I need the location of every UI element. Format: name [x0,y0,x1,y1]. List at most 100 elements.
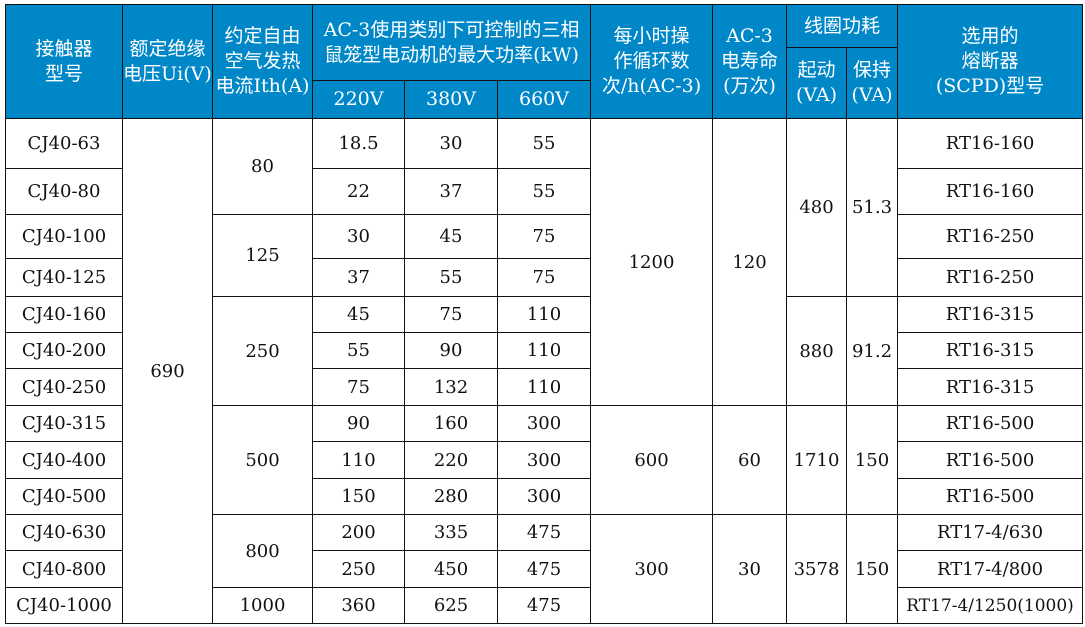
cell-hold: 51.3 [845,118,899,297]
cell-scpd: RT16-250 [897,258,1084,297]
cell-scpd: RT17-4/1250(1000) [897,587,1084,624]
table-row: CJ40-200 55 90 110 RT16-315 [5,332,1084,369]
cell-p220: 45 [312,296,405,333]
cell-model: CJ40-160 [5,296,123,333]
cell-p380: 160 [404,405,498,442]
cell-ith: 800 [212,514,313,588]
cell-hold: 150 [845,514,899,624]
cell-p660: 300 [497,441,591,479]
header-coil-start: 起动 (VA) [786,47,847,119]
cell-p380: 335 [404,514,498,551]
cell-model: CJ40-63 [5,118,123,169]
cell-scpd: RT17-4/630 [897,514,1084,551]
cell-life: 120 [712,118,787,406]
cell-p380: 90 [404,332,498,369]
cell-model: CJ40-500 [5,478,123,515]
cell-scpd: RT16-500 [897,405,1084,442]
cell-p660: 55 [497,118,591,169]
cell-ith: 1000 [212,587,313,624]
cell-p220: 55 [312,332,405,369]
cell-scpd: RT16-500 [897,441,1084,479]
cell-p380: 450 [404,550,498,588]
cell-p380: 37 [404,168,498,215]
cell-model: CJ40-1000 [5,587,123,624]
cell-scpd: RT16-250 [897,214,1084,259]
header-coil-hold: 保持 (VA) [845,47,899,119]
cell-model: CJ40-80 [5,168,123,215]
cell-hold: 91.2 [845,296,899,406]
cell-model: CJ40-100 [5,214,123,259]
table-header: 接触器 型号 额定绝缘 电压Ui(V) 约定自由 空气发热 电流Ith(A) A… [5,4,1084,119]
table-row: CJ40-160 250 45 75 110 880 91.2 RT16-315 [5,296,1084,406]
cell-p380: 55 [404,258,498,297]
table-row: CJ40-800 250 450 475 RT17-4/800 [5,550,1084,588]
header-electrical-life: AC-3 电寿命 (万次) [712,4,787,119]
cell-start: 480 [786,118,847,297]
cell-model: CJ40-250 [5,368,123,406]
cell-scpd: RT16-500 [897,478,1084,515]
table-row: CJ40-80 22 37 55 RT16-160 [5,168,1084,215]
cell-start: 880 [786,296,847,406]
cell-p220: 110 [312,441,405,479]
header-model: 接触器 型号 [5,4,123,119]
cell-p220: 150 [312,478,405,515]
table-row: CJ40-100 125 30 45 75 RT16-250 [5,214,1084,297]
cell-ui: 690 [122,118,213,624]
cell-p220: 30 [312,214,405,259]
cell-p660: 75 [497,214,591,259]
cell-p660: 110 [497,368,591,406]
cell-p380: 220 [404,441,498,479]
cell-p660: 110 [497,296,591,333]
header-380v: 380V [404,80,498,119]
header-660v: 660V [497,80,591,119]
cell-p660: 475 [497,514,591,551]
cell-model: CJ40-400 [5,441,123,479]
cell-p660: 300 [497,478,591,515]
header-thermal-current: 约定自由 空气发热 电流Ith(A) [212,4,313,119]
cell-cycles: 600 [590,405,713,515]
cell-scpd: RT16-315 [897,368,1084,406]
cell-life: 60 [712,405,787,515]
table-row: CJ40-630 800 200 335 475 300 30 3578 150 RT17-4/6… [5,514,1084,624]
cell-model: CJ40-125 [5,258,123,297]
cell-start: 1710 [786,405,847,515]
header-operating-cycles: 每小时操 作循环数 次/h(AC-3) [590,4,713,119]
cell-p660: 55 [497,168,591,215]
cell-p220: 22 [312,168,405,215]
header-coil-consumption: 线圈功耗 [785,4,899,48]
header-220v: 220V [312,80,405,119]
cell-scpd: RT16-315 [897,332,1084,369]
cell-ith: 500 [212,405,313,515]
cell-p660: 110 [497,332,591,369]
cell-p380: 75 [404,296,498,333]
table-row: CJ40-400 110 220 300 RT16-500 [5,441,1084,479]
cell-start: 3578 [786,514,847,624]
cell-life: 30 [712,514,787,624]
cell-p220: 18.5 [312,118,405,169]
cell-cycles: 1200 [590,118,713,406]
cell-model: CJ40-630 [5,514,123,551]
cell-p660: 475 [497,550,591,588]
table-row: CJ40-250 75 132 110 RT16-315 [5,368,1084,406]
cell-p380: 132 [404,368,498,406]
header-rated-insulation-voltage: 额定绝缘 电压Ui(V) [122,4,213,119]
cell-model: CJ40-200 [5,332,123,369]
cell-ith: 250 [212,296,313,406]
cell-scpd: RT16-160 [897,118,1084,169]
contactor-spec-table: 接触器 型号 额定绝缘 电压Ui(V) 约定自由 空气发热 电流Ith(A) A… [5,4,1084,624]
cell-p220: 250 [312,550,405,588]
cell-model: CJ40-315 [5,405,123,442]
table-row: CJ40-315 500 90 160 300 600 60 1710 150 RT16-500 [5,405,1084,515]
table-row: CJ40-500 150 280 300 RT16-500 [5,478,1084,515]
table-row: CJ40-1000 1000 360 625 475 RT17-4/1250(1000) [5,587,1084,624]
cell-cycles: 300 [590,514,713,624]
cell-p380: 45 [404,214,498,259]
cell-p380: 625 [404,587,498,624]
cell-scpd: RT16-315 [897,296,1084,333]
table-row: CJ40-125 37 55 75 RT16-250 [5,258,1084,297]
header-scpd-fuse: 选用的 熔断器 (SCPD)型号 [897,4,1084,119]
cell-p220: 90 [312,405,405,442]
cell-p220: 200 [312,514,405,551]
cell-model: CJ40-800 [5,550,123,588]
cell-p220: 360 [312,587,405,624]
